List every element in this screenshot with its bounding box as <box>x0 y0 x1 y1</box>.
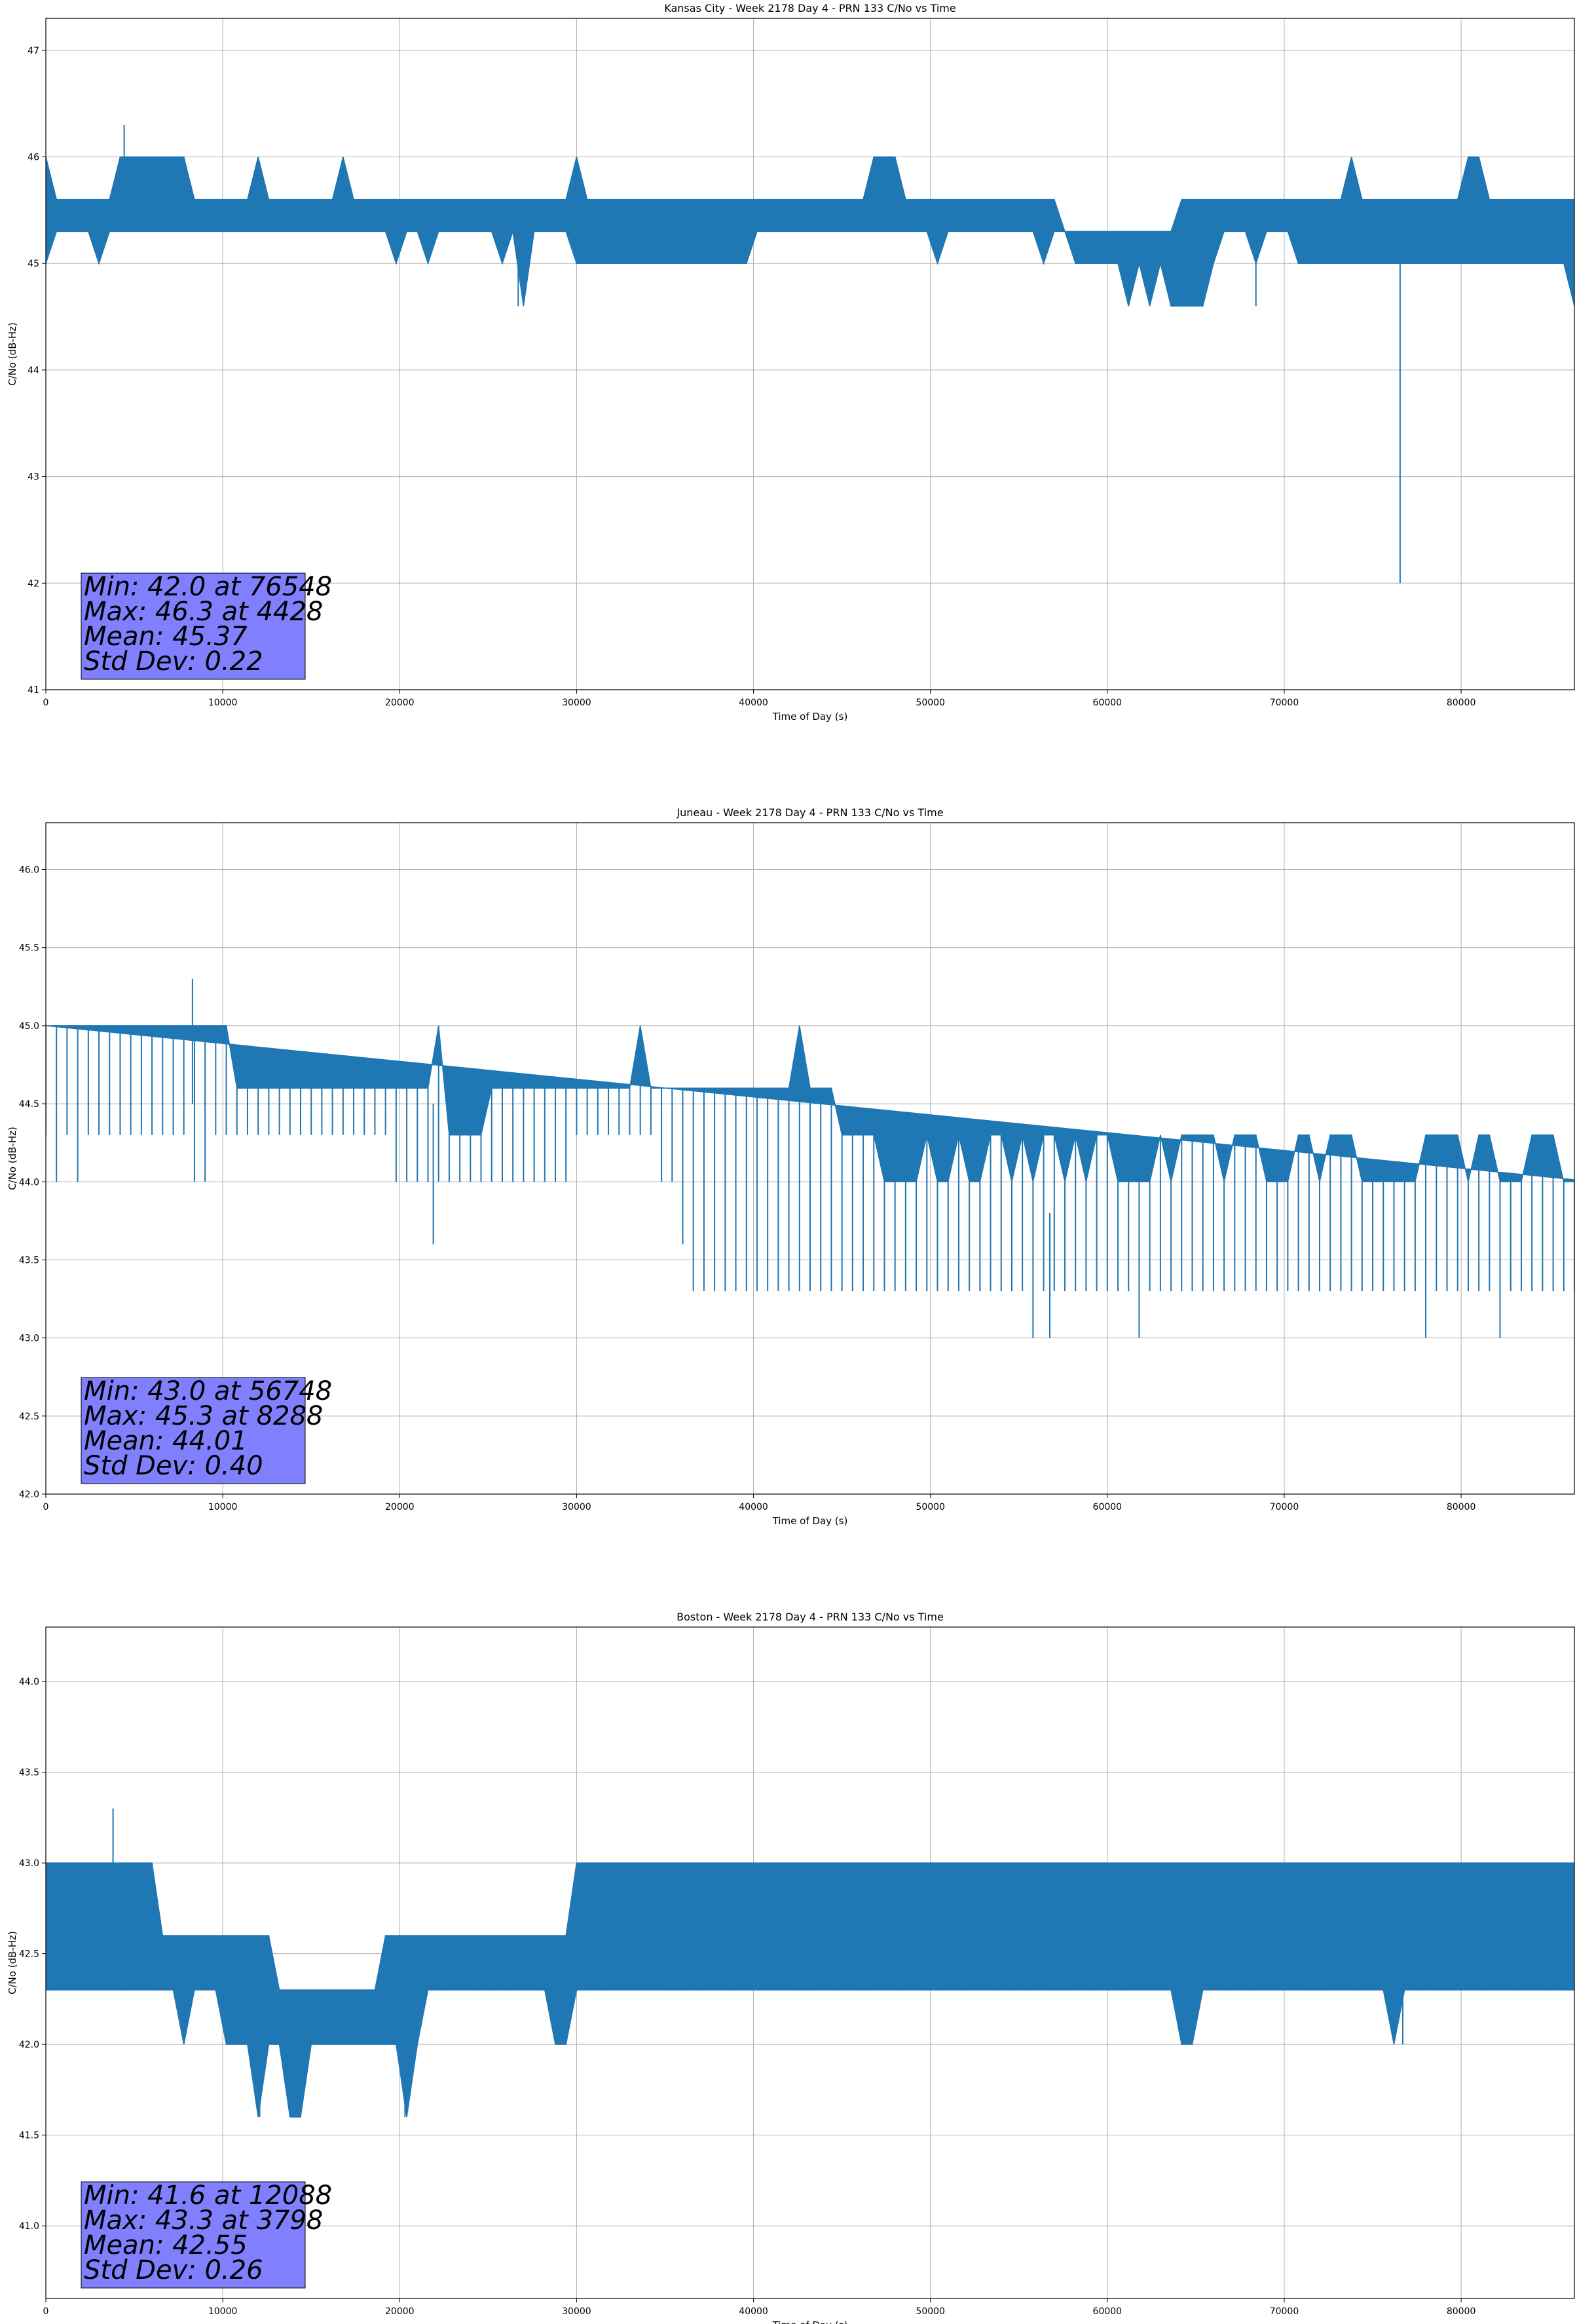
y-tick-label: 42.0 <box>19 1490 39 1500</box>
x-axis-label: Time of Day (s) <box>772 1515 848 1527</box>
stats-line: Min: 41.6 at 12088 <box>84 2181 332 2211</box>
x-tick-label: 70000 <box>1270 1502 1299 1512</box>
y-tick-label: 44.0 <box>19 1677 39 1687</box>
y-tick-label: 46 <box>28 153 39 163</box>
y-tick-label: 44.5 <box>19 1099 39 1110</box>
chart-title: Kansas City - Week 2178 Day 4 - PRN 133 … <box>664 2 955 14</box>
stats-box <box>81 572 306 680</box>
stats-line: Std Dev: 0.26 <box>84 2255 263 2285</box>
x-tick-label: 30000 <box>562 2306 591 2317</box>
y-tick-label: 45.0 <box>19 1021 39 1032</box>
x-tick-label: 30000 <box>562 698 591 708</box>
series-group <box>46 124 1574 584</box>
y-axis-label: C/No (dB-Hz) <box>7 1931 18 1995</box>
stats-box <box>81 1377 306 1484</box>
stats-line: Min: 42.0 at 76548 <box>84 572 332 602</box>
y-tick-label: 43.5 <box>19 1768 39 1778</box>
stats-line: Mean: 42.55 <box>84 2230 248 2260</box>
chart-title: Boston - Week 2178 Day 4 - PRN 133 C/No … <box>677 1611 944 1623</box>
axes-frame <box>45 1626 1575 2299</box>
x-tick-label: 60000 <box>1093 2306 1122 2317</box>
x-tick-label: 60000 <box>1093 698 1122 708</box>
series-group <box>46 979 1574 1338</box>
y-tick-label: 47 <box>28 46 39 56</box>
x-tick-label: 70000 <box>1270 2306 1299 2317</box>
y-axis-label: C/No (dB-Hz) <box>7 1127 18 1190</box>
chart-panel: 0 10000 20000 30000 40000 50000 60000 70000 8000… <box>7 2 1575 722</box>
y-tick-label: 43.5 <box>19 1255 39 1265</box>
x-tick-label: 70000 <box>1270 698 1299 708</box>
x-tick-label: 40000 <box>739 2306 768 2317</box>
x-tick-label: 20000 <box>385 1502 415 1512</box>
chart-title: Juneau - Week 2178 Day 4 - PRN 133 C/No … <box>676 806 943 819</box>
stats-line: Max: 46.3 at 4428 <box>84 597 323 627</box>
x-tick-label: 30000 <box>562 1502 591 1512</box>
y-tick-label: 45.5 <box>19 943 39 954</box>
stats-line: Std Dev: 0.22 <box>84 647 263 677</box>
y-tick-label: 45 <box>28 259 39 269</box>
x-tick-label: 20000 <box>385 698 415 708</box>
axes-frame <box>45 822 1575 1495</box>
x-tick-label: 10000 <box>208 2306 238 2317</box>
stats-line: Mean: 45.37 <box>84 622 248 652</box>
x-tick-label: 0 <box>43 1502 49 1512</box>
stats-box <box>81 2181 306 2289</box>
stats-line: Max: 45.3 at 8288 <box>84 1401 323 1431</box>
chart-panel: 0 10000 20000 30000 40000 50000 60000 70000 8000… <box>7 806 1575 1527</box>
x-tick-label: 50000 <box>916 1502 945 1512</box>
x-tick-label: 10000 <box>208 1502 238 1512</box>
x-tick-label: 20000 <box>385 2306 415 2317</box>
y-tick-label: 42.5 <box>19 1949 39 1960</box>
x-tick-label: 10000 <box>208 698 238 708</box>
x-tick-label: 40000 <box>739 698 768 708</box>
y-tick-label: 43.0 <box>19 1334 39 1344</box>
x-tick-label: 0 <box>43 698 49 708</box>
x-tick-label: 40000 <box>739 1502 768 1512</box>
y-tick-label: 44.0 <box>19 1177 39 1188</box>
axes-frame <box>45 18 1575 690</box>
y-tick-label: 43 <box>28 472 39 483</box>
y-tick-label: 44 <box>28 365 39 376</box>
y-tick-label: 42.0 <box>19 2040 39 2050</box>
stats-line: Min: 43.0 at 56748 <box>84 1376 332 1406</box>
y-tick-label: 46.0 <box>19 865 39 876</box>
x-tick-label: 0 <box>43 2306 49 2317</box>
x-tick-label: 80000 <box>1447 698 1476 708</box>
stats-line: Std Dev: 0.40 <box>84 1451 263 1481</box>
y-tick-label: 42 <box>28 578 39 589</box>
y-tick-label: 41.5 <box>19 2131 39 2141</box>
x-tick-label: 80000 <box>1447 2306 1476 2317</box>
x-tick-label: 50000 <box>916 2306 945 2317</box>
x-tick-label: 80000 <box>1447 1502 1476 1512</box>
stats-line: Mean: 44.01 <box>84 1426 248 1456</box>
series-band <box>46 1025 1574 1183</box>
y-axis-label: C/No (dB-Hz) <box>7 322 18 386</box>
series-group <box>46 1809 1574 2118</box>
y-tick-label: 41.0 <box>19 2221 39 2232</box>
x-axis-label: Time of Day (s) <box>772 711 848 722</box>
x-axis-label: Time of Day (s) <box>772 2319 848 2324</box>
y-tick-label: 43.0 <box>19 1858 39 1869</box>
chart-panel: 0 10000 20000 30000 40000 50000 60000 70000 8000… <box>7 1611 1575 2324</box>
stats-line: Max: 43.3 at 3798 <box>84 2205 323 2236</box>
x-tick-label: 60000 <box>1093 1502 1122 1512</box>
y-tick-label: 42.5 <box>19 1412 39 1422</box>
y-tick-label: 41 <box>28 685 39 696</box>
x-tick-label: 50000 <box>916 698 945 708</box>
